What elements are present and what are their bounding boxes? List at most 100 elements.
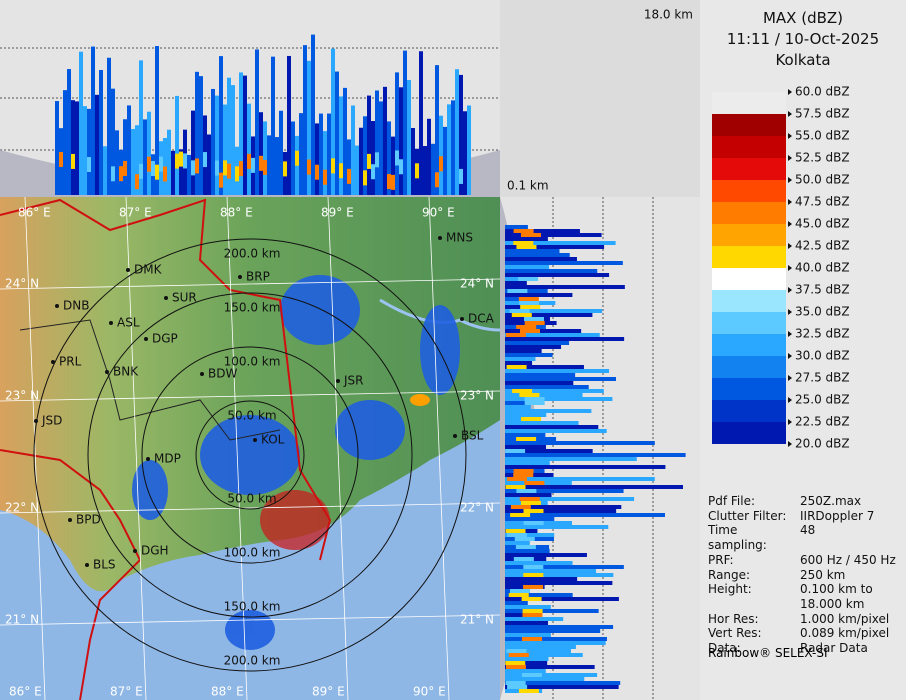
profile-core bbox=[415, 163, 419, 179]
profile-row bbox=[505, 281, 527, 285]
info-row: Vert Res: 0.089 km/pixel bbox=[708, 626, 906, 641]
echo bbox=[132, 460, 168, 520]
legend-label: 50.0 dBZ bbox=[795, 173, 850, 187]
station-label: BNK bbox=[113, 365, 139, 379]
profile-core bbox=[524, 401, 545, 405]
info-row: PRF: 600 Hz / 450 Hz bbox=[708, 553, 906, 568]
range-ring bbox=[195, 400, 305, 510]
profile-core bbox=[521, 417, 542, 421]
district-border bbox=[19, 319, 281, 441]
profile-column bbox=[435, 65, 439, 195]
profile-core bbox=[395, 150, 399, 166]
range-label: 100.0 km bbox=[224, 355, 281, 369]
profile-column bbox=[191, 110, 195, 195]
profile-core bbox=[195, 158, 199, 174]
profile-core bbox=[391, 174, 395, 190]
profile-row bbox=[505, 597, 619, 601]
meridian bbox=[125, 196, 147, 700]
profile-row bbox=[505, 293, 573, 297]
profile-core bbox=[513, 557, 534, 561]
profile-row bbox=[505, 649, 571, 653]
range-ring bbox=[87, 292, 413, 618]
station-label: SUR bbox=[172, 291, 197, 305]
profile-row bbox=[505, 593, 573, 597]
legend-swatch bbox=[712, 400, 786, 422]
legend-tick bbox=[788, 375, 792, 381]
profile-column bbox=[199, 76, 203, 195]
latitude-label: 22° N bbox=[460, 501, 494, 515]
profile-row bbox=[505, 365, 584, 369]
info-key: Clutter Filter: bbox=[708, 508, 787, 523]
station-dot bbox=[51, 360, 55, 364]
profile-row bbox=[505, 393, 583, 397]
profile-core bbox=[521, 673, 542, 677]
profile-core bbox=[505, 665, 526, 669]
profile-column bbox=[311, 34, 315, 196]
profile-column bbox=[391, 136, 395, 195]
profile-core bbox=[520, 501, 541, 505]
profile-row bbox=[505, 249, 560, 253]
longitude-label: 89° E bbox=[312, 685, 345, 699]
profile-column bbox=[187, 154, 191, 195]
info-value: IIRDoppler 7 bbox=[800, 509, 906, 524]
profile-column bbox=[75, 101, 79, 195]
profile-core bbox=[519, 301, 540, 305]
info-value-line: 250 km bbox=[800, 567, 846, 582]
profile-column bbox=[55, 101, 59, 195]
profile-core bbox=[507, 289, 528, 293]
title: MAX (dBZ) bbox=[762, 9, 844, 27]
profile-row bbox=[505, 561, 573, 565]
profile-core bbox=[119, 166, 123, 182]
profile-column bbox=[439, 115, 443, 195]
profile-column bbox=[459, 74, 463, 195]
latitude-label: 23° N bbox=[5, 389, 39, 403]
profile-row bbox=[505, 525, 609, 529]
profile-column bbox=[455, 69, 459, 195]
profile-column bbox=[219, 56, 223, 195]
profile-row bbox=[505, 237, 548, 241]
station-dot bbox=[164, 296, 168, 300]
profile-row bbox=[505, 353, 553, 357]
legend-tick bbox=[788, 397, 792, 403]
profile-row bbox=[505, 673, 598, 677]
profile-column bbox=[263, 121, 267, 195]
state-border bbox=[0, 198, 332, 561]
profile-row bbox=[505, 509, 617, 513]
profile-column bbox=[171, 150, 175, 195]
profile-row bbox=[505, 497, 635, 501]
profile-core bbox=[505, 529, 526, 533]
legend-label: 22.5 dBZ bbox=[795, 415, 850, 429]
profile-core bbox=[505, 661, 526, 665]
profile-core bbox=[247, 153, 251, 169]
info-key: Hor Res: bbox=[708, 611, 759, 626]
profile-row bbox=[505, 485, 683, 489]
profile-core bbox=[515, 545, 536, 549]
profile-column bbox=[175, 95, 179, 195]
legend-swatch bbox=[712, 356, 786, 378]
profile-row bbox=[505, 273, 610, 277]
info-value-line: 250Z.max bbox=[800, 494, 862, 508]
legend: 60.0 dBZ 57.5 dBZ 55.0 dBZ 52.5 dBZ 50.0 dBZ… bbox=[712, 85, 850, 451]
profile-row bbox=[505, 625, 614, 629]
profile-row bbox=[505, 645, 576, 649]
profile-row bbox=[505, 489, 624, 493]
profile-core bbox=[520, 305, 541, 309]
profile-core bbox=[513, 241, 534, 245]
profile-core bbox=[315, 164, 319, 180]
profile-column bbox=[307, 60, 311, 196]
info-value: 0.089 km/pixel bbox=[800, 626, 906, 641]
profile-column bbox=[279, 110, 283, 195]
profile-core bbox=[505, 333, 526, 337]
profile-row bbox=[505, 361, 533, 365]
info-row: Data: Radar Data bbox=[708, 641, 906, 656]
legend-tick bbox=[788, 331, 792, 337]
profile-row bbox=[505, 449, 593, 453]
legend-tick bbox=[788, 133, 792, 139]
longitude-label: 86° E bbox=[9, 685, 42, 699]
profile-column bbox=[335, 71, 339, 195]
profile-column bbox=[443, 126, 447, 195]
profile-column bbox=[99, 69, 103, 195]
profile-row bbox=[505, 461, 550, 465]
profile-core bbox=[524, 481, 545, 485]
legend-label: 27.5 dBZ bbox=[795, 371, 850, 385]
